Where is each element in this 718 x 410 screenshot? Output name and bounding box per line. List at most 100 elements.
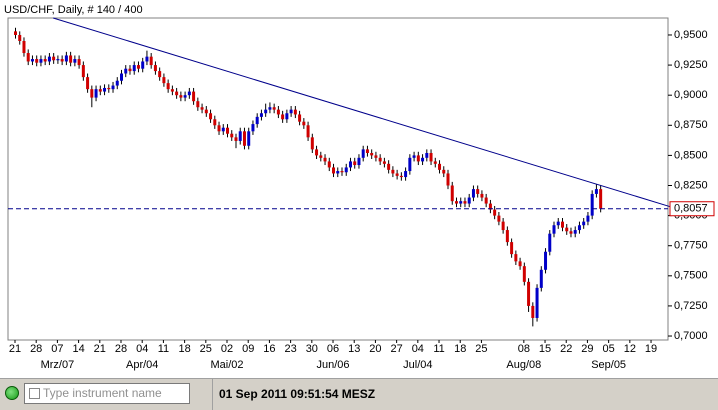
- candle-body: [315, 149, 319, 156]
- candle-body: [302, 121, 306, 126]
- candle-body: [467, 197, 471, 204]
- candle-body: [594, 189, 598, 194]
- candle-body: [357, 157, 361, 166]
- x-tick-label: 11: [158, 343, 169, 355]
- candle-body: [30, 59, 34, 62]
- candle-body: [56, 59, 60, 61]
- candle-body: [259, 113, 263, 117]
- candle-body: [336, 171, 340, 174]
- candle-body: [488, 203, 492, 210]
- candle-body: [234, 137, 238, 141]
- candle-body: [539, 269, 543, 288]
- candle-body: [497, 215, 501, 222]
- x-tick-label: 12: [624, 343, 636, 355]
- y-tick-label: 0,9250: [674, 59, 708, 71]
- candle-body: [425, 152, 429, 158]
- candle-body: [187, 91, 191, 96]
- y-tick-label: 0,7750: [674, 240, 708, 252]
- x-tick-label: 09: [242, 343, 254, 355]
- connection-icon[interactable]: [5, 386, 19, 400]
- candle-body: [404, 171, 408, 178]
- candle-body: [463, 201, 467, 204]
- candle-body: [94, 89, 98, 98]
- candle-body: [22, 41, 26, 54]
- candle-body: [361, 149, 365, 158]
- plot-area: [7, 17, 669, 341]
- candle-body: [323, 157, 327, 162]
- candle-body: [264, 109, 268, 114]
- x-tick-label: 21: [94, 343, 106, 355]
- candle-body: [306, 125, 310, 138]
- candle-body: [556, 221, 560, 226]
- candle-body: [450, 185, 454, 202]
- candle-body: [170, 89, 174, 92]
- candle-body: [565, 227, 569, 232]
- x-tick-label: 04: [412, 343, 424, 355]
- candle-body: [319, 155, 323, 158]
- candle-body: [90, 89, 94, 98]
- x-tick-label: 25: [475, 343, 487, 355]
- x-tick-label: 25: [200, 343, 212, 355]
- y-tick-label: 0,7500: [674, 270, 708, 282]
- candle-body: [454, 201, 458, 204]
- x-tick-label: 22: [560, 343, 572, 355]
- candle-body: [586, 215, 590, 222]
- candle-body: [73, 59, 77, 63]
- x-tick-label: 23: [284, 343, 296, 355]
- candle-body: [429, 152, 433, 162]
- candle-body: [47, 56, 51, 62]
- candle-body: [209, 113, 213, 120]
- candle-body: [230, 133, 234, 138]
- candle-body: [217, 125, 221, 132]
- candle-body: [573, 230, 577, 234]
- candle-body: [179, 95, 183, 98]
- candle-body: [166, 83, 170, 90]
- x-tick-label: 16: [263, 343, 275, 355]
- candle-body: [370, 152, 374, 156]
- candle-body: [510, 242, 514, 255]
- candle-body: [391, 169, 395, 174]
- x-tick-label: 27: [390, 343, 402, 355]
- candle-body: [43, 59, 47, 62]
- chart: USD/CHF, Daily, # 140 / 400 0,7000 0,7250…: [0, 0, 718, 378]
- candle-body: [242, 131, 246, 146]
- month-label: Mai/02: [210, 359, 243, 371]
- candle-body: [442, 169, 446, 174]
- candle-body: [340, 171, 344, 173]
- candle-body: [480, 193, 484, 198]
- x-tick-label: 05: [603, 343, 615, 355]
- candle-body: [192, 91, 196, 102]
- y-tick-label: 0,8750: [674, 119, 708, 131]
- x-tick-label: 06: [327, 343, 339, 355]
- candle-body: [293, 109, 297, 115]
- candle-body: [247, 131, 251, 146]
- x-tick-label: 18: [178, 343, 190, 355]
- month-label: Jun/06: [317, 359, 350, 371]
- candle-body: [476, 189, 480, 194]
- candle-body: [421, 157, 425, 162]
- candle-body: [124, 68, 128, 74]
- candle-body: [285, 113, 289, 120]
- candle-body: [52, 56, 56, 61]
- candle-body: [378, 157, 382, 162]
- status-bar: Type instrument name 01 Sep 2011 09:51:5…: [0, 378, 718, 410]
- candle-body: [459, 201, 463, 204]
- last-price-label: 0,8057: [674, 203, 708, 215]
- candle-body: [599, 189, 603, 209]
- candle-body: [183, 95, 187, 98]
- x-tick-label: 30: [306, 343, 318, 355]
- candle-body: [64, 55, 68, 62]
- candle-body: [493, 209, 497, 216]
- candle-body: [552, 225, 556, 234]
- candle-body: [251, 124, 255, 132]
- candle-body: [18, 34, 22, 41]
- candle-body: [213, 119, 217, 126]
- candle-body: [255, 116, 259, 125]
- candle-body: [408, 157, 412, 172]
- candle-body: [204, 109, 208, 114]
- candle-body: [281, 114, 285, 120]
- x-tick-label: 08: [518, 343, 530, 355]
- instrument-input[interactable]: Type instrument name: [24, 383, 190, 404]
- x-tick-label: 18: [454, 343, 466, 355]
- candle-body: [577, 225, 581, 231]
